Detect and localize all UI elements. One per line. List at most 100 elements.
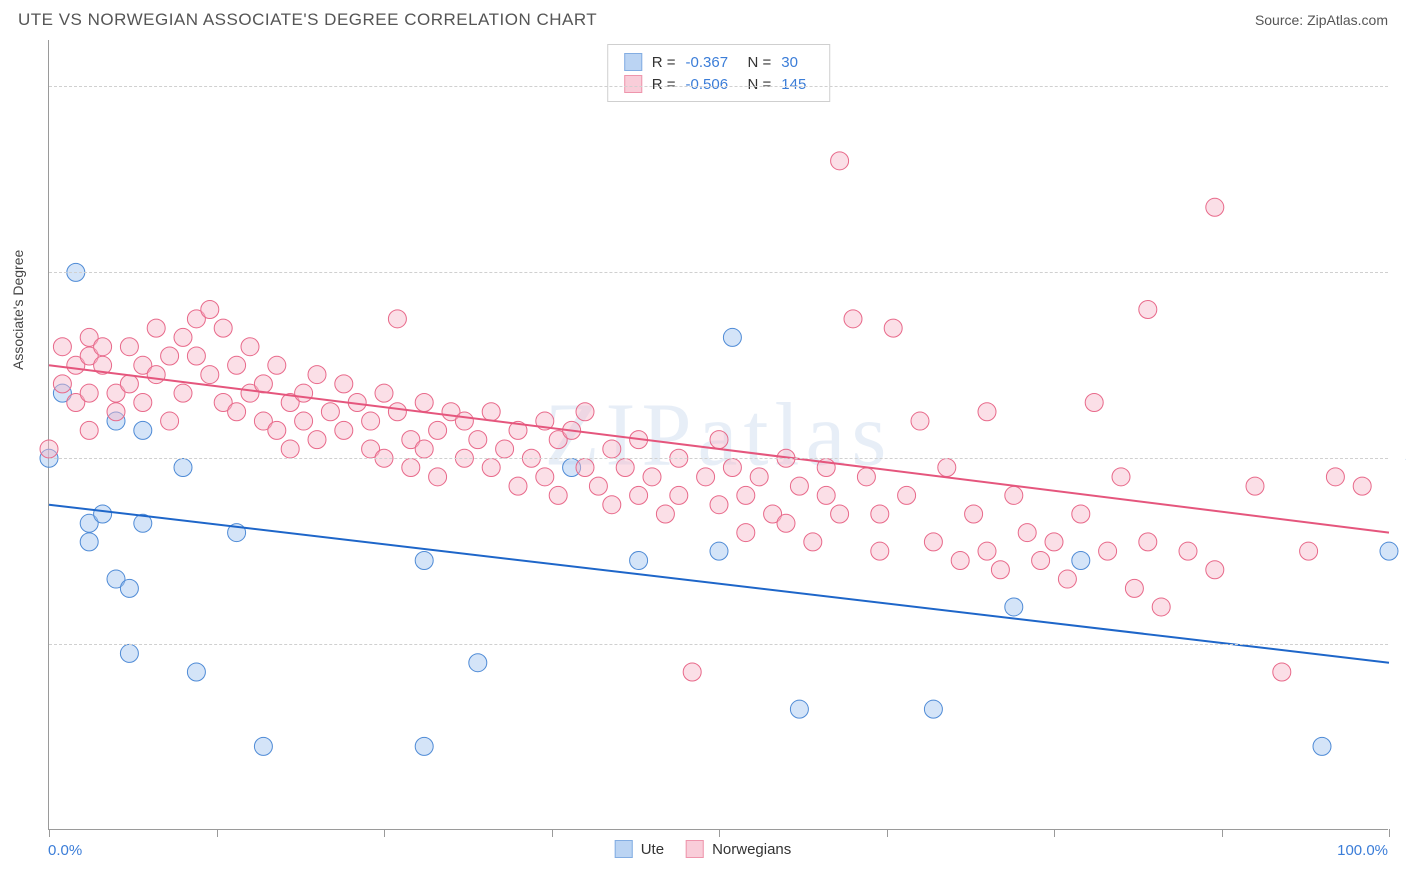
trend-line: [49, 505, 1389, 663]
data-point: [362, 412, 380, 430]
data-point: [857, 468, 875, 486]
data-point: [1072, 505, 1090, 523]
data-point: [455, 412, 473, 430]
data-point: [951, 551, 969, 569]
y-tick-label: 20.0%: [1393, 636, 1406, 653]
data-point: [228, 356, 246, 374]
data-point: [161, 412, 179, 430]
data-point: [174, 459, 192, 477]
data-point: [134, 421, 152, 439]
data-point: [482, 459, 500, 477]
data-point: [241, 338, 259, 356]
data-point: [750, 468, 768, 486]
page-title: UTE VS NORWEGIAN ASSOCIATE'S DEGREE CORR…: [18, 10, 597, 30]
data-point: [295, 384, 313, 402]
gridline: [49, 86, 1388, 87]
gridline: [49, 644, 1388, 645]
data-point: [1179, 542, 1197, 560]
data-point: [1005, 598, 1023, 616]
data-point: [107, 403, 125, 421]
data-point: [737, 524, 755, 542]
stat-n-value: 30: [781, 54, 813, 71]
data-point: [174, 384, 192, 402]
data-point: [630, 486, 648, 504]
data-point: [804, 533, 822, 551]
data-point: [1139, 533, 1157, 551]
data-point: [710, 542, 728, 560]
x-axis-max-label: 100.0%: [1337, 842, 1388, 859]
data-point: [53, 375, 71, 393]
data-point: [53, 338, 71, 356]
data-point: [991, 561, 1009, 579]
data-point: [147, 319, 165, 337]
data-point: [1085, 393, 1103, 411]
data-point: [656, 505, 674, 523]
data-point: [737, 486, 755, 504]
data-point: [1099, 542, 1117, 560]
data-point: [1045, 533, 1063, 551]
data-point: [295, 412, 313, 430]
stat-n-value: 145: [781, 76, 813, 93]
data-point: [509, 477, 527, 495]
data-point: [576, 403, 594, 421]
x-axis-min-label: 0.0%: [48, 842, 82, 859]
data-point: [415, 440, 433, 458]
data-point: [911, 412, 929, 430]
data-point: [1032, 551, 1050, 569]
gridline: [49, 272, 1388, 273]
correlation-stats-box: R =-0.367N =30R =-0.506N =145: [607, 44, 831, 102]
data-point: [831, 152, 849, 170]
data-point: [415, 551, 433, 569]
stats-row: R =-0.367N =30: [624, 51, 814, 73]
data-point: [254, 375, 272, 393]
x-tick: [1054, 829, 1055, 837]
y-axis-title: Associate's Degree: [10, 250, 26, 370]
stat-r-label: R =: [652, 54, 676, 71]
source-label: Source: ZipAtlas.com: [1255, 12, 1388, 28]
data-point: [1246, 477, 1264, 495]
data-point: [1273, 663, 1291, 681]
data-point: [710, 431, 728, 449]
data-point: [134, 393, 152, 411]
data-point: [375, 384, 393, 402]
data-point: [1353, 477, 1371, 495]
data-point: [469, 431, 487, 449]
data-point: [1300, 542, 1318, 560]
data-point: [1018, 524, 1036, 542]
data-point: [415, 393, 433, 411]
legend-swatch: [624, 53, 642, 71]
data-point: [388, 403, 406, 421]
data-point: [120, 644, 138, 662]
data-point: [482, 403, 500, 421]
stat-n-label: N =: [748, 76, 772, 93]
data-point: [549, 486, 567, 504]
data-point: [710, 496, 728, 514]
data-point: [402, 459, 420, 477]
data-point: [844, 310, 862, 328]
data-point: [94, 338, 112, 356]
data-point: [978, 542, 996, 560]
data-point: [174, 328, 192, 346]
stats-row: R =-0.506N =145: [624, 73, 814, 95]
data-point: [80, 384, 98, 402]
y-tick-label: 40.0%: [1393, 450, 1406, 467]
gridline: [49, 458, 1388, 459]
data-point: [1152, 598, 1170, 616]
data-point: [228, 403, 246, 421]
data-point: [268, 421, 286, 439]
x-tick: [217, 829, 218, 837]
data-point: [1112, 468, 1130, 486]
data-point: [777, 514, 795, 532]
data-point: [335, 375, 353, 393]
data-point: [429, 421, 447, 439]
y-tick-label: 60.0%: [1393, 264, 1406, 281]
data-point: [40, 440, 58, 458]
data-point: [630, 551, 648, 569]
data-point: [697, 468, 715, 486]
x-tick: [552, 829, 553, 837]
data-point: [321, 403, 339, 421]
legend-swatch: [624, 75, 642, 93]
legend-item: Norwegians: [686, 840, 791, 858]
data-point: [120, 375, 138, 393]
data-point: [938, 459, 956, 477]
